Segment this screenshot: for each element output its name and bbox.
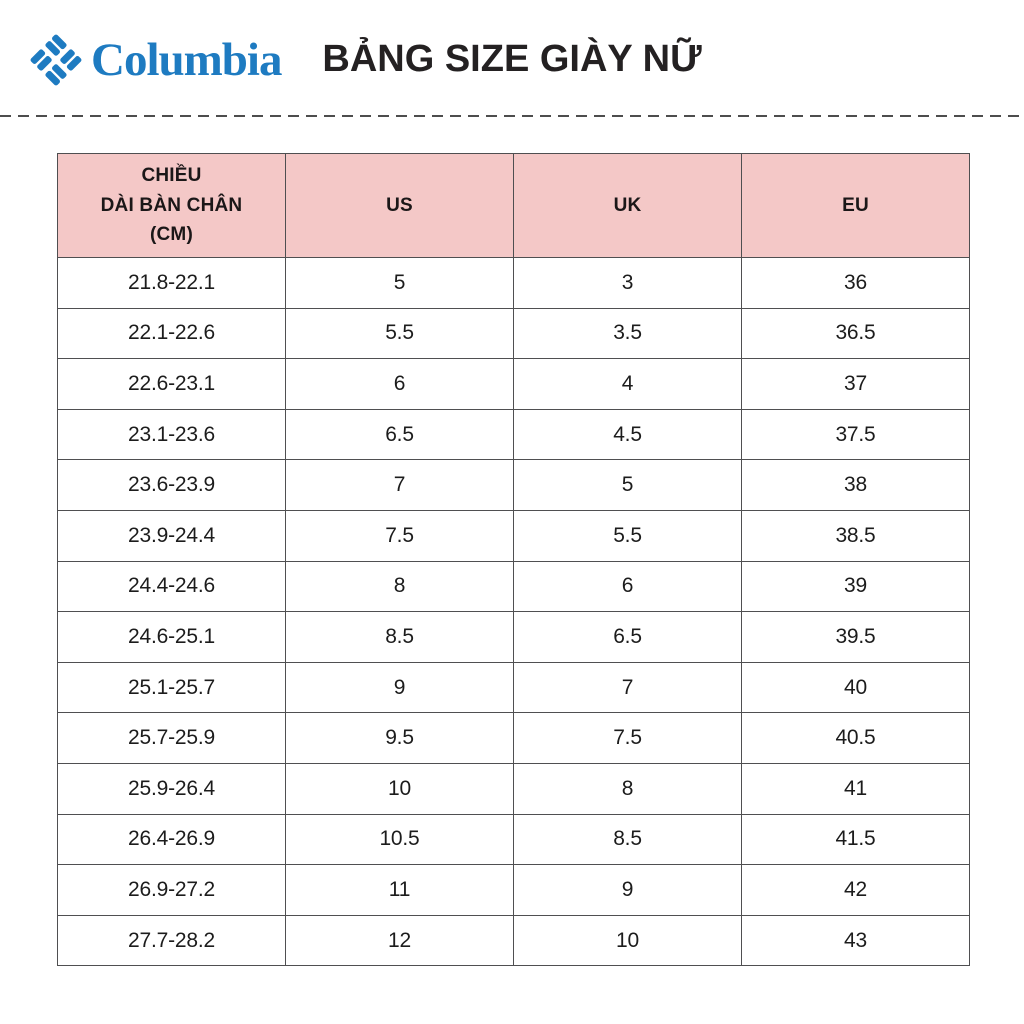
table-row: 27.7-28.2 12 10 43: [57, 914, 970, 967]
cell-us: 5.5: [285, 307, 514, 360]
col-header-foot-length: CHIỀU DÀI BÀN CHÂN (CM): [57, 153, 286, 258]
cell-us: 12: [285, 914, 514, 967]
table-row: 25.1-25.7 9 7 40: [57, 661, 970, 714]
col-header-uk: UK: [513, 153, 742, 258]
cell-uk: 7.5: [513, 712, 742, 764]
cell-uk: 9: [513, 864, 742, 916]
cell-eu: 43: [741, 914, 970, 967]
cell-foot-length: 23.1-23.6: [57, 408, 286, 461]
cell-foot-length: 23.6-23.9: [57, 459, 286, 511]
cell-uk: 4: [513, 358, 742, 410]
cell-eu: 38.5: [741, 509, 970, 562]
table-row: 23.1-23.6 6.5 4.5 37.5: [57, 408, 970, 461]
cell-foot-length: 25.7-25.9: [57, 712, 286, 764]
cell-eu: 40.5: [741, 712, 970, 764]
cell-uk: 4.5: [513, 408, 742, 461]
cell-us: 6.5: [285, 408, 514, 461]
cell-foot-length: 25.1-25.7: [57, 661, 286, 714]
cell-uk: 6.5: [513, 611, 742, 663]
cell-uk: 5: [513, 459, 742, 511]
table-row: 23.6-23.9 7 5 38: [57, 459, 970, 511]
cell-foot-length: 25.9-26.4: [57, 762, 286, 815]
cell-us: 5: [285, 257, 514, 309]
cell-us: 9: [285, 661, 514, 714]
size-chart-container: CHIỀU DÀI BÀN CHÂN (CM) US UK EU 21.8-22…: [57, 153, 970, 967]
columbia-diamond-icon: [30, 34, 82, 86]
cell-us: 7.5: [285, 509, 514, 562]
cell-foot-length: 24.6-25.1: [57, 611, 286, 663]
cell-eu: 39: [741, 560, 970, 613]
cell-uk: 8.5: [513, 813, 742, 866]
cell-foot-length: 21.8-22.1: [57, 257, 286, 309]
table-row: 22.1-22.6 5.5 3.5 36.5: [57, 307, 970, 360]
cell-us: 6: [285, 358, 514, 410]
cell-uk: 3: [513, 257, 742, 309]
cell-us: 11: [285, 864, 514, 916]
col-header-us: US: [285, 153, 514, 258]
table-row: 26.4-26.9 10.5 8.5 41.5: [57, 813, 970, 866]
table-row: 25.7-25.9 9.5 7.5 40.5: [57, 712, 970, 764]
cell-uk: 7: [513, 661, 742, 714]
cell-eu: 41: [741, 762, 970, 815]
columbia-wordmark: Columbia: [91, 33, 282, 86]
table-row: 24.6-25.1 8.5 6.5 39.5: [57, 611, 970, 663]
table-row: 25.9-26.4 10 8 41: [57, 762, 970, 815]
cell-us: 7: [285, 459, 514, 511]
cell-eu: 41.5: [741, 813, 970, 866]
cell-foot-length: 22.6-23.1: [57, 358, 286, 410]
page-title: BẢNG SIZE GIÀY NỮ: [322, 38, 702, 80]
col-header-eu: EU: [741, 153, 970, 258]
cell-uk: 3.5: [513, 307, 742, 360]
cell-us: 10: [285, 762, 514, 815]
cell-us: 8.5: [285, 611, 514, 663]
cell-eu: 36: [741, 257, 970, 309]
cell-eu: 40: [741, 661, 970, 714]
cell-uk: 6: [513, 560, 742, 613]
dashed-divider: [0, 115, 1024, 117]
cell-foot-length: 24.4-24.6: [57, 560, 286, 613]
header-row: CHIỀU DÀI BÀN CHÂN (CM) US UK EU: [57, 153, 970, 258]
columbia-logo: Columbia: [28, 32, 282, 88]
cell-us: 8: [285, 560, 514, 613]
size-chart-table: CHIỀU DÀI BÀN CHÂN (CM) US UK EU 21.8-22…: [57, 153, 970, 967]
size-chart-body: 21.8-22.1 5 3 36 22.1-22.6 5.5 3.5 36.5 …: [57, 257, 970, 967]
cell-eu: 42: [741, 864, 970, 916]
table-row: 24.4-24.6 8 6 39: [57, 560, 970, 613]
table-row: 26.9-27.2 11 9 42: [57, 864, 970, 916]
cell-foot-length: 22.1-22.6: [57, 307, 286, 360]
cell-uk: 10: [513, 914, 742, 967]
page-header: Columbia BẢNG SIZE GIÀY NỮ: [0, 0, 1024, 115]
cell-uk: 8: [513, 762, 742, 815]
cell-eu: 37: [741, 358, 970, 410]
cell-eu: 37.5: [741, 408, 970, 461]
table-row: 23.9-24.4 7.5 5.5 38.5: [57, 509, 970, 562]
cell-eu: 39.5: [741, 611, 970, 663]
cell-us: 10.5: [285, 813, 514, 866]
table-row: 22.6-23.1 6 4 37: [57, 358, 970, 410]
table-row: 21.8-22.1 5 3 36: [57, 257, 970, 309]
size-chart-head: CHIỀU DÀI BÀN CHÂN (CM) US UK EU: [57, 153, 970, 258]
cell-eu: 38: [741, 459, 970, 511]
cell-uk: 5.5: [513, 509, 742, 562]
cell-eu: 36.5: [741, 307, 970, 360]
cell-foot-length: 26.4-26.9: [57, 813, 286, 866]
cell-foot-length: 26.9-27.2: [57, 864, 286, 916]
cell-us: 9.5: [285, 712, 514, 764]
cell-foot-length: 23.9-24.4: [57, 509, 286, 562]
cell-foot-length: 27.7-28.2: [57, 914, 286, 967]
